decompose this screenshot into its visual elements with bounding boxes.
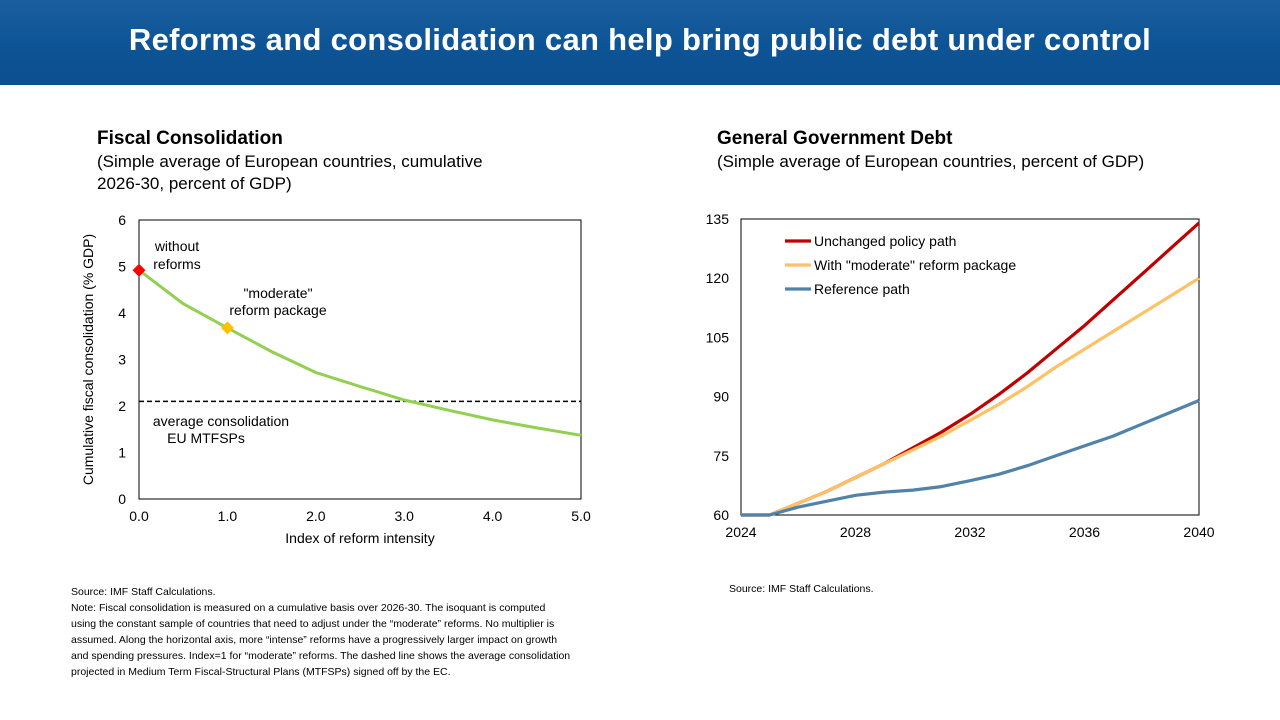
right-x-tick-label: 2028: [840, 524, 871, 540]
left-y-axis-label: Cumulative fiscal consolidation (% GDP): [80, 234, 96, 485]
annotation-mtfsp-2: EU MTFSPs: [167, 430, 245, 446]
left-x-axis-label: Index of reform intensity: [285, 530, 434, 546]
left-chart-subtitle-1: (Simple average of European countries, c…: [97, 152, 483, 171]
right-chart-title: General Government Debt: [717, 128, 953, 149]
annotation-moderate-2: reform package: [229, 302, 326, 318]
left-y-tick-label: 0: [118, 491, 126, 507]
slide-title: Reforms and consolidation can help bring…: [128, 22, 1152, 57]
left-plot-frame: [138, 219, 582, 500]
right-x-tick-label: 2024: [725, 524, 756, 540]
right-y-tick-label: 120: [706, 270, 730, 286]
right-x-tick-label: 2032: [954, 524, 985, 540]
left-y-tick-label: 1: [118, 445, 126, 461]
right-y-tick-label: 135: [706, 211, 730, 227]
right-y-tick-label: 60: [713, 507, 729, 523]
left-x-tick-label: 0.0: [129, 508, 149, 524]
left-y-tick-label: 4: [118, 305, 126, 321]
slide-header: Reforms and consolidation can help bring…: [0, 0, 1280, 85]
left-x-tick-label: 5.0: [571, 508, 591, 524]
fiscal-consolidation-chart: 0 1 2 3 4 5 6 0.0 1.0 2.0 3.0 4.0 5.0 without reform…: [80, 212, 591, 546]
legend-moderate-reform-label: With "moderate" reform package: [814, 257, 1016, 273]
annotation-moderate-1: "moderate": [243, 285, 312, 301]
left-source-text: Source: IMF Staff Calculations.: [71, 586, 216, 598]
left-x-tick-label: 3.0: [394, 508, 414, 524]
moderate-reform-line: [741, 276, 1200, 517]
annotation-mtfsp-1: average consolidation: [153, 413, 289, 429]
left-chart-notes: Source: IMF Staff Calculations. Note: Fi…: [71, 584, 571, 680]
left-y-tick-label: 5: [118, 259, 126, 275]
right-y-tick-label: 75: [713, 448, 729, 464]
right-x-tick-label: 2040: [1183, 524, 1214, 540]
right-y-tick-label: 105: [706, 329, 730, 345]
government-debt-chart: 60 75 90 105 120 135 2024 2028 2032 2036 2040 Unch…: [706, 211, 1215, 540]
left-x-tick-label: 4.0: [483, 508, 503, 524]
without-reforms-marker: [132, 263, 146, 277]
annotation-without-reforms-1: without: [154, 238, 199, 254]
right-x-tick-label: 2036: [1069, 524, 1100, 540]
right-plot-frame: [740, 218, 1200, 516]
left-chart-subtitle-2: 2026-30, percent of GDP): [97, 174, 292, 193]
left-y-tick-label: 3: [118, 352, 126, 368]
right-source-text: Source: IMF Staff Calculations.: [729, 583, 874, 595]
legend-reference-path-label: Reference path: [814, 281, 910, 297]
isoquant-line: [138, 269, 582, 437]
left-x-tick-label: 2.0: [306, 508, 326, 524]
left-note-text: Note: Fiscal consolidation is measured o…: [71, 602, 571, 678]
moderate-reform-marker: [220, 321, 234, 335]
left-y-tick-label: 2: [118, 398, 126, 414]
left-x-tick-label: 1.0: [218, 508, 238, 524]
legend-unchanged-policy-label: Unchanged policy path: [814, 233, 956, 249]
right-chart-subtitle: (Simple average of European countries, p…: [717, 152, 1145, 171]
left-y-tick-label: 6: [118, 212, 126, 228]
right-y-tick-label: 90: [713, 389, 729, 405]
left-chart-title: Fiscal Consolidation: [97, 128, 283, 149]
reference-path-line: [741, 399, 1200, 517]
annotation-without-reforms-2: reforms: [153, 256, 200, 272]
